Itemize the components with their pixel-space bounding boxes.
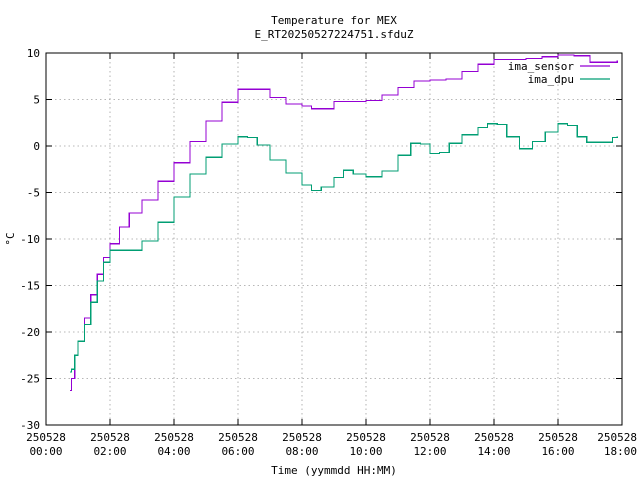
y-tick-label: 5 — [33, 94, 40, 107]
chart-title: Temperature for MEX — [271, 14, 397, 27]
x-axis-label: Time (yymmdd HH:MM) — [271, 464, 397, 477]
x-tick-label-date: 250528 — [597, 431, 637, 444]
x-tick-label-date: 250528 — [282, 431, 322, 444]
x-axis: 25052800:0025052802:0025052804:002505280… — [26, 53, 637, 458]
x-tick-label-date: 250528 — [218, 431, 258, 444]
y-tick-label: -30 — [20, 419, 40, 432]
x-tick-label-date: 250528 — [346, 431, 386, 444]
y-tick-label: -5 — [27, 187, 40, 200]
x-tick-label-date: 250528 — [410, 431, 450, 444]
y-axis-label: °C — [4, 232, 17, 245]
x-tick-label-date: 250528 — [26, 431, 66, 444]
series-lines — [70, 54, 618, 392]
x-tick-label-time: 04:00 — [157, 445, 190, 458]
y-tick-label: -15 — [20, 280, 40, 293]
y-axis: 10 5 0 -5 -10 -15 -20 -25 -30 — [20, 47, 622, 432]
y-tick-label: -10 — [20, 233, 40, 246]
series-line-ima-sensor — [70, 54, 618, 392]
legend-label: ima_sensor — [508, 60, 575, 73]
x-tick-label-time: 16:00 — [541, 445, 574, 458]
x-tick-label-time: 12:00 — [413, 445, 446, 458]
x-tick-label-time: 02:00 — [93, 445, 126, 458]
x-tick-label-date: 250528 — [90, 431, 130, 444]
y-tick-label: 0 — [33, 140, 40, 153]
chart-subtitle: E_RT20250527224751.sfduZ — [255, 28, 414, 41]
x-tick-label-time: 06:00 — [221, 445, 254, 458]
y-tick-label: -25 — [20, 373, 40, 386]
x-tick-label-date: 250528 — [154, 431, 194, 444]
y-tick-label: 10 — [27, 47, 40, 60]
x-tick-label-time: 10:00 — [349, 445, 382, 458]
x-tick-label-time: 18:00 — [604, 445, 637, 458]
x-tick-label-date: 250528 — [474, 431, 514, 444]
x-tick-label-time: 08:00 — [285, 445, 318, 458]
x-tick-label-date: 250528 — [538, 431, 578, 444]
legend-label: ima_dpu — [528, 73, 574, 86]
series-line-ima-dpu — [70, 123, 618, 373]
x-tick-label-time: 14:00 — [477, 445, 510, 458]
y-tick-label: -20 — [20, 326, 40, 339]
x-tick-label-time: 00:00 — [29, 445, 62, 458]
grid — [46, 53, 622, 425]
